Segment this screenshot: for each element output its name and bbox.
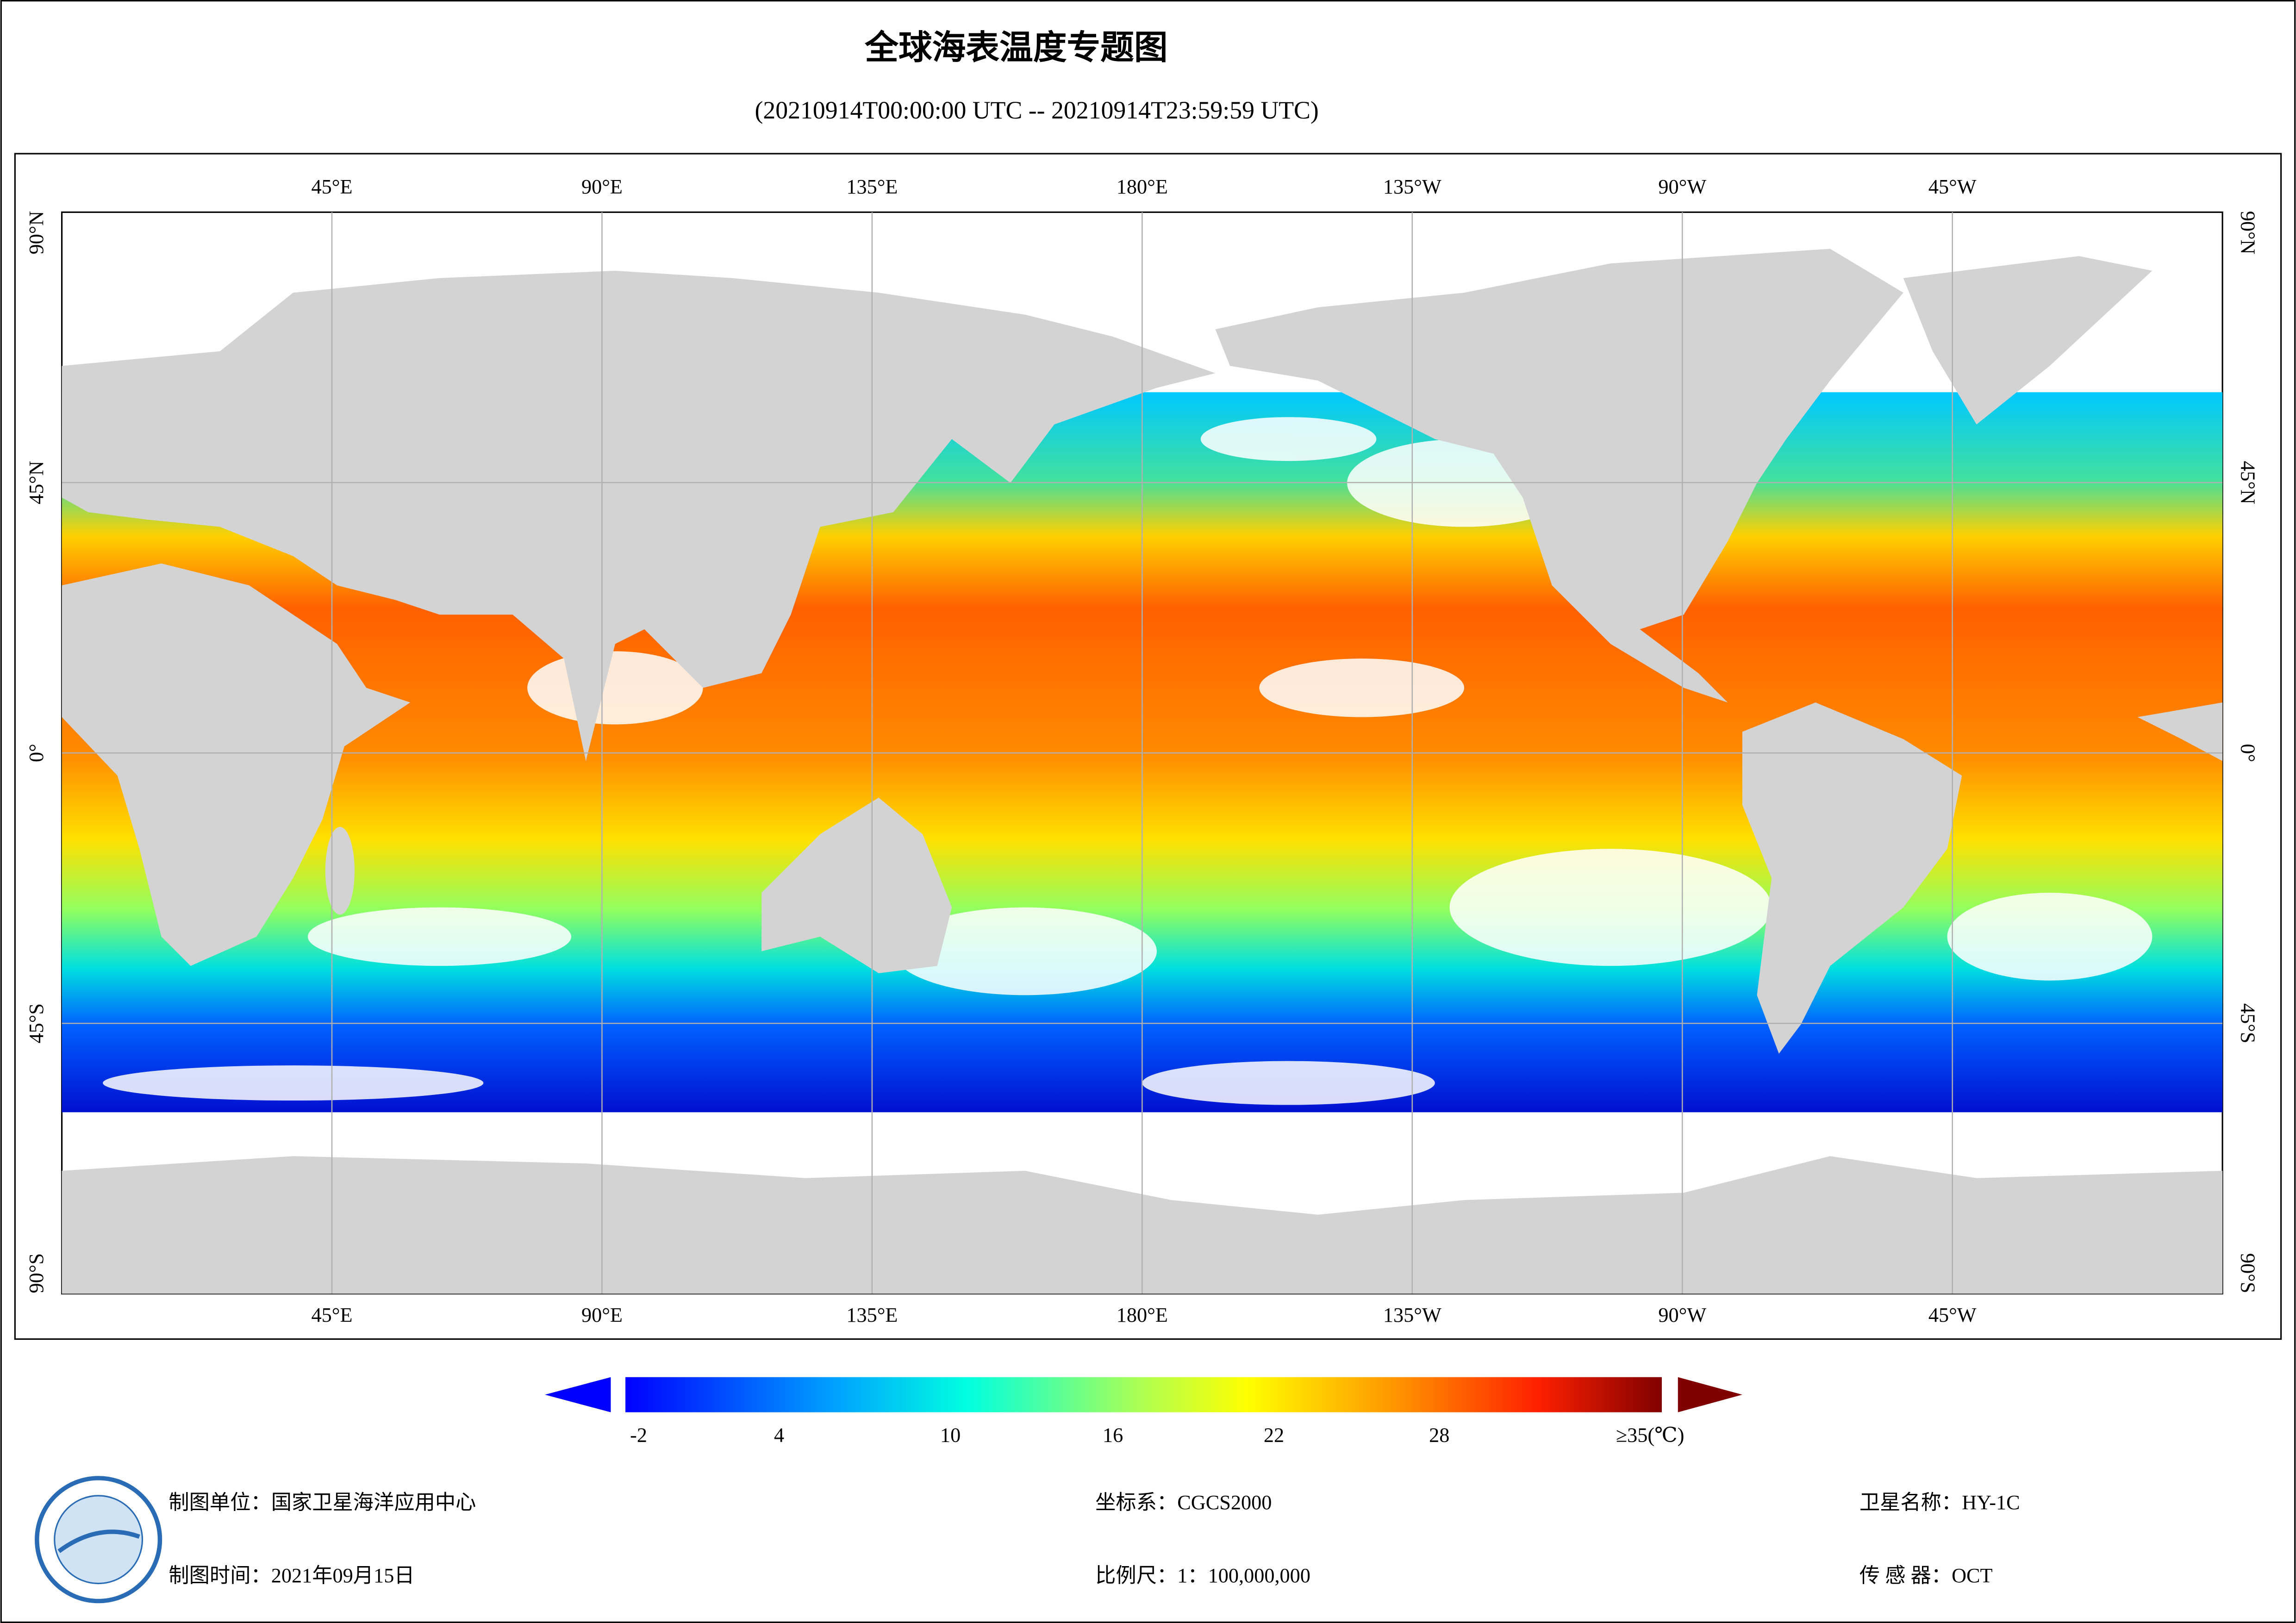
footer-date: 制图时间：2021年09月15日: [168, 1564, 414, 1587]
footer-scale: 比例尺：1：100,000,000: [1095, 1564, 1310, 1587]
map-frame: [14, 153, 2282, 1340]
lon-label-bottom: 135°E: [846, 1304, 898, 1326]
colorbar-tick-label: 10: [940, 1424, 961, 1447]
lon-label-top: 135°E: [846, 175, 898, 198]
lon-label-bottom: 45°E: [312, 1304, 353, 1326]
logo: [35, 1476, 162, 1604]
footer-unit: 制图单位：国家卫星海洋应用中心: [168, 1491, 476, 1514]
footer-satellite: 卫星名称：HY-1C: [1859, 1491, 2020, 1514]
colorbar-labels: -2 4 10 16 22 28 ≥35(℃): [630, 1424, 1684, 1447]
colorbar-tick-label: -2: [630, 1424, 647, 1447]
lon-label-bottom: 90°E: [581, 1304, 623, 1326]
lat-label-right: 45°S: [2237, 1003, 2259, 1044]
lon-label-top: 90°E: [581, 175, 623, 198]
colorbar-tick-label: 28: [1429, 1424, 1449, 1447]
colorbar-tick-label: 4: [774, 1424, 784, 1447]
colorbar-tick-label: 16: [1103, 1424, 1123, 1447]
lon-label-top: 135°W: [1383, 175, 1441, 198]
lon-label-bottom: 45°W: [1928, 1304, 1977, 1326]
lon-label-top: 45°E: [312, 175, 353, 198]
footer-crs: 坐标系：CGCS2000: [1095, 1491, 1272, 1514]
lon-label-bottom: 90°W: [1658, 1304, 1706, 1326]
graticule: [62, 212, 2223, 1294]
lat-label-left: 45°S: [25, 1003, 48, 1044]
lat-label-right: 0°: [2237, 744, 2259, 762]
lat-label-left: 90°N: [25, 211, 48, 255]
lon-label-bottom: 180°E: [1117, 1304, 1168, 1326]
graticule-labels: 45°E 45°E 90°E 90°E 135°E 135°E 180°E 180°E 135°…: [25, 175, 2259, 1326]
lat-label-left: 45°N: [25, 461, 48, 504]
subtitle: (20210914T00:00:00 UTC -- 20210914T23:59…: [755, 96, 1319, 124]
lat-label-left: 0°: [25, 744, 48, 762]
colorbar-under: [545, 1377, 611, 1412]
footer-sensor: 传 感 器：OCT: [1859, 1564, 1993, 1587]
lat-label-right: 90°N: [2237, 211, 2259, 255]
lat-label-left: 90°S: [25, 1253, 48, 1293]
colorbar-over: [1678, 1377, 1742, 1412]
colorbar-max-label: ≥35(℃): [1616, 1424, 1685, 1447]
lat-label-right: 45°N: [2237, 461, 2259, 504]
colorbar-tick-label: 22: [1264, 1424, 1284, 1447]
title: 全球海表温度专题图: [864, 28, 1167, 68]
lon-label-top: 45°W: [1928, 175, 1977, 198]
lat-label-right: 90°S: [2237, 1253, 2259, 1293]
colorbar: [625, 1377, 1662, 1412]
lon-label-bottom: 135°W: [1383, 1304, 1441, 1326]
lon-label-top: 90°W: [1658, 175, 1706, 198]
lon-label-top: 180°E: [1117, 175, 1168, 198]
